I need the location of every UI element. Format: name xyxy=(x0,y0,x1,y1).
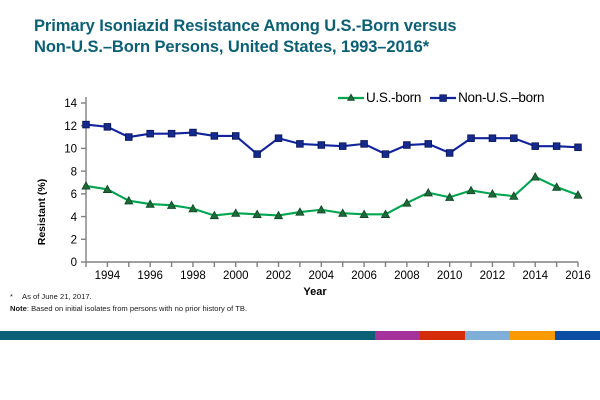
y-axis-tick-label: 14 xyxy=(64,98,77,110)
data-point-marker xyxy=(551,182,562,191)
data-point-marker xyxy=(102,184,113,193)
y-axis-tick-label: 6 xyxy=(71,189,77,201)
teal-band xyxy=(0,331,375,340)
data-point-marker xyxy=(510,134,518,142)
data-point-marker xyxy=(444,192,455,201)
data-point-marker xyxy=(402,198,412,207)
y-axis-tick-label: 8 xyxy=(71,166,77,178)
y-axis-tick-label: 4 xyxy=(71,212,78,224)
data-point-marker xyxy=(189,128,197,137)
x-axis-tick-label: 1996 xyxy=(137,270,163,282)
data-point-marker xyxy=(167,129,176,138)
data-point-marker xyxy=(253,150,261,158)
data-point-marker xyxy=(145,199,155,208)
data-point-marker xyxy=(338,208,348,217)
data-point-marker xyxy=(531,142,539,150)
data-point-marker xyxy=(188,203,198,213)
decorative-color-bar xyxy=(0,331,600,340)
chart-legend: U.S.-born Non-U.S.–born xyxy=(338,90,545,105)
series-line-non-us-born xyxy=(85,123,579,156)
data-point-marker xyxy=(124,195,134,205)
legend-item-us-born[interactable]: U.S.-born xyxy=(338,90,421,105)
footnotes: * As of June 21, 2017. Note: Based on ini… xyxy=(10,291,247,314)
data-point-marker xyxy=(467,134,475,142)
data-point-marker xyxy=(487,189,498,198)
data-point-marker xyxy=(530,171,540,181)
page-title-line-2: Non-U.S.–Born Persons, United States, 19… xyxy=(34,38,430,56)
data-point-marker xyxy=(231,208,241,217)
y-axis-tick-label: 0 xyxy=(71,257,77,269)
purple-band xyxy=(375,331,420,340)
data-point-marker xyxy=(166,200,177,209)
legend-item-non-us-born[interactable]: Non-U.S.–born xyxy=(430,90,545,105)
x-axis-tick-label: 1994 xyxy=(95,270,121,282)
data-point-marker xyxy=(274,134,283,142)
data-point-marker xyxy=(574,143,582,152)
data-point-marker xyxy=(466,185,476,195)
x-axis-tick-label: 2010 xyxy=(437,270,463,282)
x-axis-tick-label: 2004 xyxy=(309,270,335,282)
data-point-marker xyxy=(103,123,112,131)
data-point-marker xyxy=(209,210,220,220)
x-axis-tick-label: 2016 xyxy=(565,270,591,282)
footnote-asterisk-symbol: * xyxy=(10,292,13,301)
data-point-marker xyxy=(295,207,305,216)
red-band xyxy=(420,331,465,340)
x-axis-tick-label: 2012 xyxy=(480,270,506,282)
chart-container: 0 2 4 6 8 10 12 14 1994 1996 1998 2000 2002 2004 2006 2… xyxy=(0,88,600,298)
darkblue-band xyxy=(555,331,600,340)
data-point-marker xyxy=(423,187,433,197)
data-point-marker xyxy=(488,134,497,142)
footnote-asterisk-row: * As of June 21, 2017. xyxy=(10,291,247,303)
data-point-marker xyxy=(146,129,154,138)
data-point-marker xyxy=(552,142,561,150)
data-point-marker xyxy=(509,191,519,200)
footnote-asterisk-text: As of June 21, 2017. xyxy=(22,292,92,301)
data-point-marker xyxy=(403,141,411,149)
x-axis-tick-label: 1998 xyxy=(180,270,206,282)
data-point-marker xyxy=(359,209,369,218)
data-point-marker xyxy=(573,190,583,199)
y-axis-tick-label: 12 xyxy=(64,121,77,133)
triangle-marker-icon xyxy=(338,92,364,101)
data-point-marker xyxy=(360,140,368,148)
data-point-marker xyxy=(445,149,454,157)
data-point-marker xyxy=(317,141,326,149)
y-axis-tick-label: 10 xyxy=(64,144,77,156)
legend-label-non-us-born: Non-U.S.–born xyxy=(458,90,545,105)
data-point-marker xyxy=(125,133,133,141)
data-point-marker xyxy=(296,140,304,148)
x-axis-tick-label: 2002 xyxy=(266,270,292,282)
data-point-marker xyxy=(82,120,90,129)
x-axis-tick-label: 2008 xyxy=(394,270,420,282)
page-title-line-1: Primary Isoniazid Resistance Among U.S.-… xyxy=(34,17,457,35)
x-axis-tick-label: 2006 xyxy=(351,270,377,282)
line-chart-plot: 0 2 4 6 8 10 12 14 1994 1996 1998 2000 2002 2004 2006 2… xyxy=(64,97,591,282)
x-axis-tick-label: 2000 xyxy=(223,270,249,282)
data-point-marker xyxy=(273,210,284,220)
lightblue-band xyxy=(465,331,510,340)
x-axis-label: Year xyxy=(303,286,327,298)
page-title: Primary Isoniazid Resistance Among U.S.-… xyxy=(34,16,574,58)
footnote-note-text: : Based on initial isolates from persons… xyxy=(26,303,248,313)
y-axis-label: Resistant (%) xyxy=(36,178,48,246)
data-point-marker xyxy=(424,140,433,148)
x-axis-tick-label: 2014 xyxy=(522,270,548,282)
footnote-note-label: Note xyxy=(10,303,27,313)
orange-band xyxy=(510,331,555,340)
data-point-marker xyxy=(210,132,219,140)
series-line-us-born xyxy=(85,175,579,217)
data-point-marker xyxy=(81,181,91,190)
data-point-marker xyxy=(316,204,326,214)
data-point-marker xyxy=(381,150,390,158)
data-point-marker xyxy=(338,142,347,150)
y-axis-tick-label: 2 xyxy=(71,234,77,246)
data-point-marker xyxy=(252,209,262,218)
legend-label-us-born: U.S.-born xyxy=(366,90,422,105)
data-point-marker xyxy=(380,209,391,218)
square-marker-icon xyxy=(430,93,457,102)
data-point-marker xyxy=(231,132,240,140)
footnote-note-row: Note: Based on initial isolates from per… xyxy=(10,303,247,315)
